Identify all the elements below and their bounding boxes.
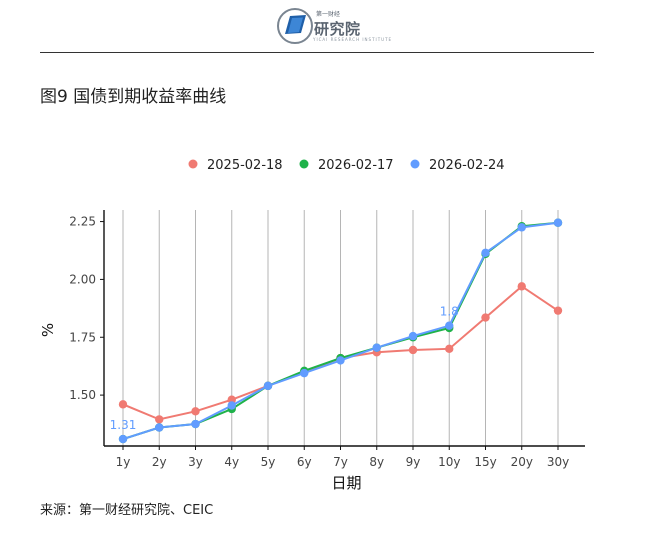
data-point-2026-02-24-6y (300, 368, 309, 378)
x-tick-label: 20y (511, 455, 533, 469)
x-tick-label: 2y (152, 455, 167, 469)
data-point-2026-02-24-2y (155, 423, 164, 432)
data-point-2026-02-24-8y (372, 343, 381, 352)
data-point-2025-02-18-15y (481, 313, 490, 322)
data-point-2025-02-18-2y (155, 415, 164, 424)
legend-label-2025-02-18: 2025-02-18 (207, 158, 283, 173)
y-tick-label: 1.50 (69, 388, 96, 402)
legend-marker-2026-02-17 (299, 159, 309, 169)
data-label: 1.8 (440, 305, 459, 319)
data-point-2026-02-24-4y (227, 401, 236, 410)
data-point-2025-02-18-4y (227, 395, 236, 404)
data-label: 1.31 (110, 418, 137, 432)
data-point-2025-02-18-10y (445, 344, 454, 354)
data-point-2026-02-24-20y (517, 223, 526, 232)
source-note: 来源：第一财经研究院、CEIC (40, 503, 214, 518)
logo-icon (277, 8, 313, 44)
x-tick-label: 9y (406, 455, 421, 469)
x-tick-label: 7y (333, 455, 348, 469)
y-axis-title: % (39, 323, 57, 337)
y-tick-label: 2.00 (69, 272, 96, 286)
legend-marker-2026-02-24 (410, 159, 420, 169)
header-divider (40, 52, 594, 53)
x-tick-label: 4y (224, 455, 239, 469)
legend-marker-2025-02-18 (188, 159, 198, 169)
legend-label-2026-02-17: 2026-02-17 (318, 158, 394, 173)
x-tick-label: 5y (261, 455, 276, 469)
data-point-2026-02-24-3y (191, 419, 200, 429)
x-tick-label: 3y (188, 455, 203, 469)
figure-title: 图9 国债到期收益率曲线 (40, 87, 227, 107)
x-tick-label: 8y (369, 455, 384, 469)
data-point-2025-02-18-30y (553, 306, 563, 315)
data-point-2025-02-18-9y (408, 345, 418, 355)
data-point-2026-02-24-7y (336, 356, 345, 365)
x-tick-label: 1y (116, 455, 131, 469)
legend-label-2026-02-24: 2026-02-24 (429, 158, 505, 173)
data-point-2025-02-18-3y (191, 407, 200, 416)
data-point-2026-02-24-10y (445, 321, 454, 330)
x-tick-label: 15y (474, 455, 496, 469)
logo-main-text: 研究院 (314, 20, 361, 38)
data-point-2026-02-24-5y (263, 381, 273, 391)
y-tick-label: 1.75 (69, 330, 96, 344)
data-point-2026-02-24-1y (118, 434, 128, 444)
x-tick-label: 6y (297, 455, 312, 469)
data-point-2026-02-24-30y (553, 218, 563, 227)
data-point-2025-02-18-1y (118, 400, 128, 409)
x-tick-label: 10y (438, 455, 460, 469)
data-point-2026-02-24-9y (408, 331, 418, 341)
y-tick-label: 2.25 (69, 215, 96, 229)
x-axis-title: 日期 (331, 474, 361, 492)
x-tick-label: 30y (547, 455, 569, 469)
logo-top-text: 第一财经 (316, 11, 341, 18)
data-point-2025-02-18-20y (517, 282, 526, 291)
logo-sub-text: YICAI RESEARCH INSTITUTE (313, 37, 393, 42)
data-point-2026-02-24-15y (481, 248, 490, 258)
